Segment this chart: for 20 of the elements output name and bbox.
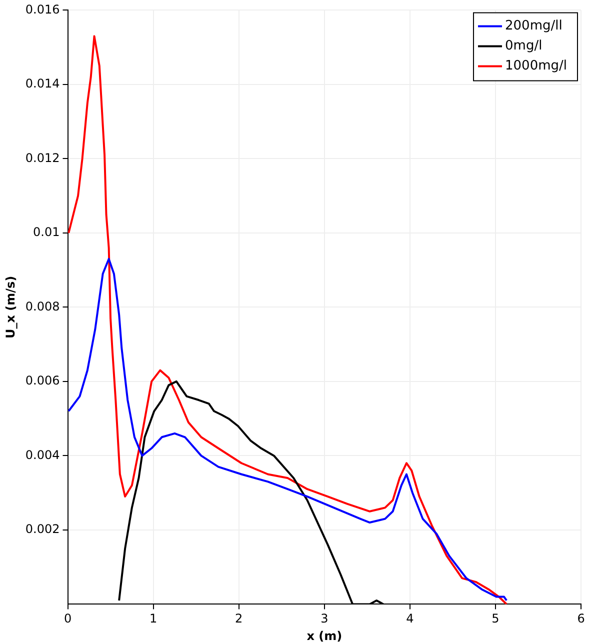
y-axis-title: U_x (m/s) — [3, 276, 18, 339]
y-tick-label: 0.006 — [25, 374, 60, 388]
y-tick-label: 0.01 — [33, 225, 60, 240]
y-tick-label: 0.014 — [25, 76, 60, 91]
x-tick-label: 2 — [235, 612, 243, 626]
y-tick-label: 0.012 — [25, 150, 60, 165]
legend-label: 1000mg/l — [505, 58, 568, 74]
y-tick-label: 0.002 — [25, 522, 60, 536]
y-tick-label: 0.004 — [25, 448, 60, 462]
x-tick-label: 6 — [577, 612, 585, 626]
legend-label: 200mg/ll — [505, 18, 562, 34]
x-axis-title: x (m) — [306, 628, 342, 643]
x-tick-label: 4 — [406, 612, 414, 626]
x-tick-label: 3 — [320, 612, 328, 626]
x-tick-label: 5 — [492, 612, 500, 626]
x-tick-label: 0 — [64, 612, 72, 626]
legend-label: 0mg/l — [505, 38, 542, 54]
y-tick-label: 0.008 — [25, 299, 60, 314]
y-tick-label: 0.016 — [25, 2, 60, 16]
x-tick-label: 1 — [149, 612, 158, 626]
